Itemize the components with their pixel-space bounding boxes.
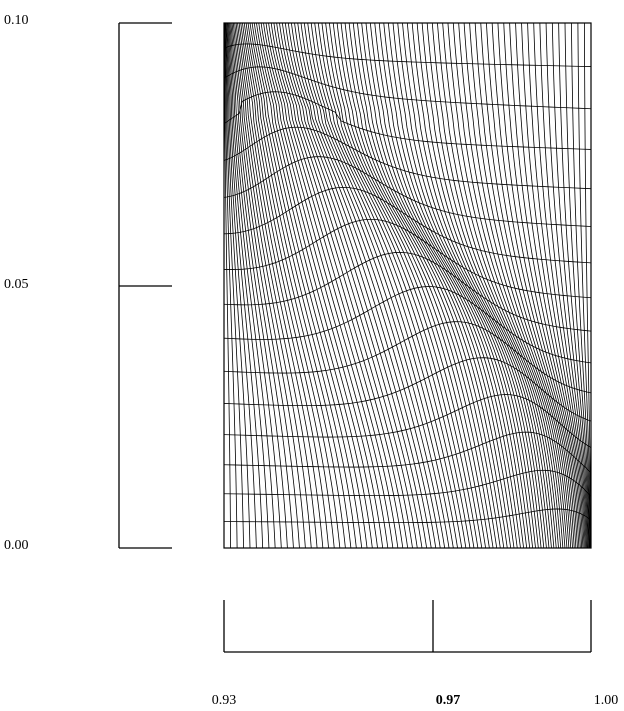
- y-tick-label-bottom: 0.00: [4, 538, 29, 553]
- mesh-horizontal-line: [223, 186, 592, 264]
- mesh-boundary: [223, 22, 592, 549]
- mesh-horizontal-line: [223, 357, 592, 422]
- mesh-horizontal-line: [223, 91, 592, 150]
- mesh-horizontal-line: [223, 251, 592, 332]
- x-axis: [223, 600, 592, 653]
- mesh-horizontal-line: [223, 218, 592, 299]
- y-tick-label-mid: 0.05: [4, 277, 29, 292]
- mesh-horizontal-line: [223, 431, 592, 473]
- mesh-vertical-line: [287, 22, 437, 549]
- mesh-horizontal-line: [223, 321, 592, 394]
- x-tick-label-right: 1.00: [594, 693, 619, 708]
- y-axis: [118, 22, 172, 549]
- y-tick-labels: 0.10 0.05 0.00: [4, 13, 29, 553]
- mesh-vertical-line: [227, 22, 276, 549]
- mesh-horizontal-line: [223, 126, 592, 190]
- mesh-vertical-line: [397, 22, 539, 549]
- mesh-horizontal-line: [223, 469, 592, 497]
- mesh-horizontal-line: [223, 286, 592, 364]
- mesh-horizontal-line: [223, 394, 592, 448]
- x-tick-label-mid: 0.97: [436, 693, 461, 708]
- mesh-grid: [223, 22, 592, 549]
- x-tick-labels: 0.93 0.97 1.00: [212, 693, 619, 708]
- x-tick-label-left: 0.93: [212, 693, 237, 708]
- mesh-vertical-line: [303, 22, 458, 549]
- mesh-horizontal-line: [223, 156, 592, 227]
- y-tick-label-top: 0.10: [4, 13, 29, 28]
- mesh-vertical-line: [352, 22, 508, 549]
- mesh-horizontal-line: [223, 508, 592, 524]
- mesh-horizontal-line: [223, 43, 592, 67]
- mesh-horizontal-line: [223, 66, 592, 110]
- mesh-vertical-line: [294, 22, 446, 549]
- mesh-vertical-line: [284, 22, 432, 549]
